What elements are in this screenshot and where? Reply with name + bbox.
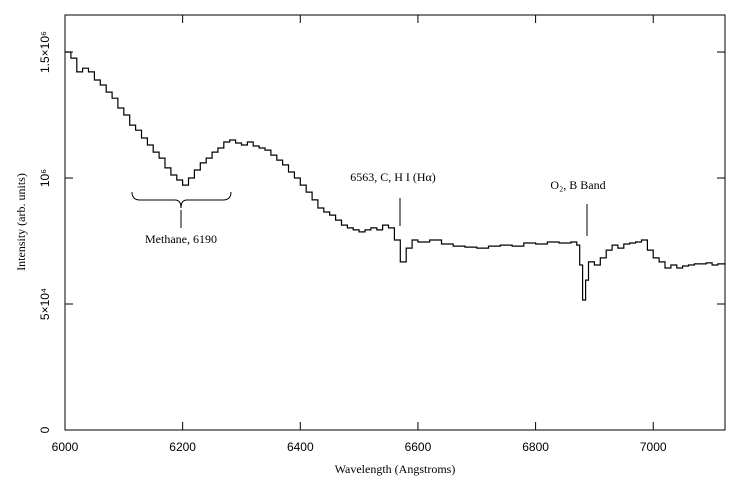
- y-tick-label: 0: [38, 426, 52, 433]
- x-tick-label: 6600: [405, 440, 432, 454]
- methane-brace: [131, 191, 232, 209]
- x-tick-label: 6000: [52, 440, 79, 454]
- y-axis-title: Intensity (arb. units): [14, 173, 28, 271]
- y-tick-label: 1.5×10⁶: [38, 31, 52, 73]
- x-axis-title: Wavelength (Angstroms): [335, 462, 456, 476]
- annotation: O₂, B Band: [550, 178, 605, 192]
- y-tick-label: 10⁶: [38, 169, 52, 187]
- annotation: Methane, 6190: [145, 232, 217, 246]
- x-tick-label: 7000: [640, 440, 667, 454]
- y-tick-label: 5×10⁴: [38, 288, 52, 320]
- x-tick-label: 6400: [287, 440, 314, 454]
- annotation: 6563, C, H I (Hα): [350, 170, 436, 184]
- x-tick-label: 6200: [169, 440, 196, 454]
- spectrum-line: [65, 51, 726, 301]
- x-tick-label: 6800: [522, 440, 549, 454]
- plot-frame: [64, 14, 726, 431]
